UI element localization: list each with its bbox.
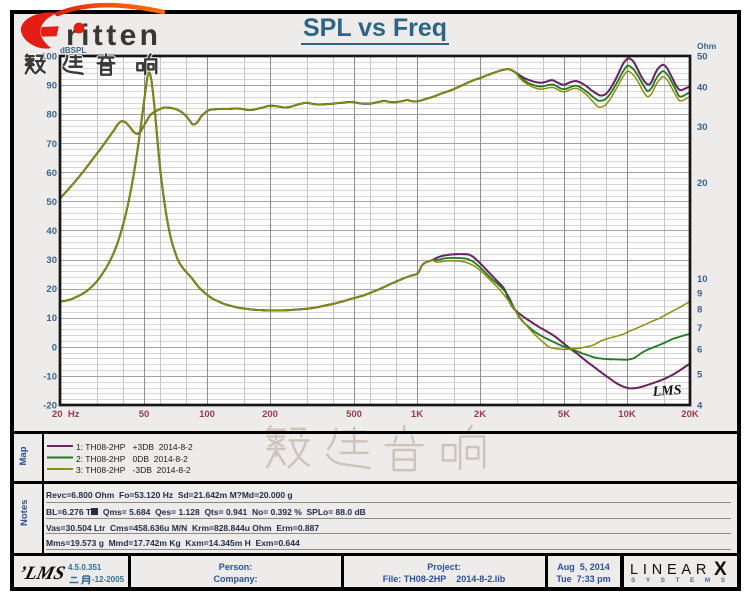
svg-text:-20: -20: [43, 401, 57, 412]
svg-text:10: 10: [697, 274, 708, 285]
svg-text:10: 10: [46, 313, 57, 324]
svg-text:10K: 10K: [618, 409, 636, 420]
svg-text:200: 200: [262, 409, 278, 420]
svg-text:40: 40: [46, 226, 57, 237]
svg-text:500: 500: [346, 409, 362, 420]
svg-text:0: 0: [52, 342, 57, 353]
svg-text:80: 80: [46, 110, 57, 121]
svg-text:9: 9: [697, 288, 702, 299]
svg-text:60: 60: [46, 168, 57, 179]
svg-text:50: 50: [139, 409, 150, 420]
svg-text:2K: 2K: [474, 409, 486, 420]
svg-text:20 Hz: 20 Hz: [52, 409, 80, 420]
svg-text:30: 30: [697, 122, 708, 133]
svg-text:7: 7: [697, 323, 702, 334]
svg-text:100: 100: [199, 409, 215, 420]
svg-text:20: 20: [697, 178, 708, 189]
svg-text:dBSPL: dBSPL: [60, 46, 86, 55]
svg-text:30: 30: [46, 255, 57, 266]
svg-text:90: 90: [46, 81, 57, 92]
svg-text:LMS: LMS: [651, 383, 682, 400]
svg-text:20: 20: [46, 284, 57, 295]
svg-text:Ohm: Ohm: [697, 41, 717, 51]
svg-text:50: 50: [697, 52, 708, 63]
svg-text:8: 8: [697, 305, 702, 316]
svg-text:5: 5: [697, 370, 703, 381]
svg-text:100: 100: [41, 52, 57, 63]
svg-text:6: 6: [697, 345, 702, 356]
svg-text:40: 40: [697, 82, 708, 93]
svg-text:1K: 1K: [411, 409, 423, 420]
svg-text:70: 70: [46, 139, 57, 150]
svg-text:5K: 5K: [558, 409, 570, 420]
svg-text:-10: -10: [43, 371, 57, 382]
svg-text:4: 4: [697, 401, 703, 412]
svg-text:50: 50: [46, 197, 57, 208]
svg-text:20K: 20K: [681, 409, 699, 420]
